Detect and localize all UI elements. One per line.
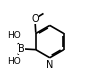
Text: O: O	[31, 14, 39, 24]
Text: HO: HO	[7, 57, 21, 66]
Text: HO: HO	[7, 31, 21, 40]
Text: N: N	[46, 60, 54, 70]
Text: B: B	[18, 44, 25, 54]
